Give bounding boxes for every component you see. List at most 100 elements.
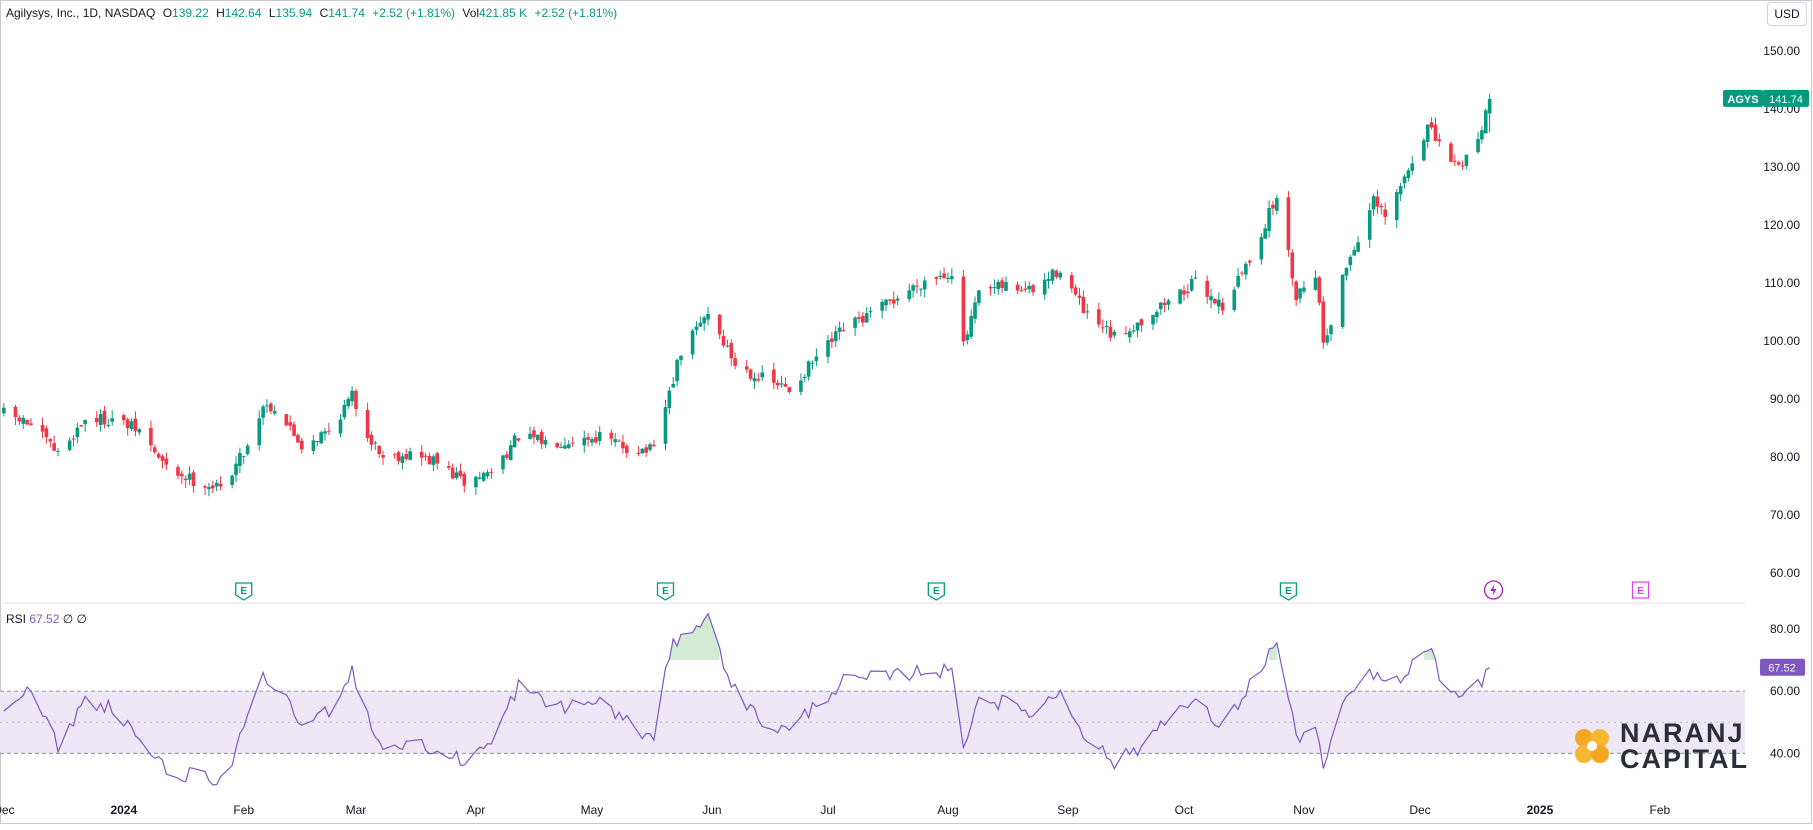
candle-body [946,277,950,279]
candle [180,470,184,485]
candle-body [102,410,107,425]
candle-body [725,345,730,347]
candle [1240,271,1244,277]
candle-body [1015,284,1020,291]
candle-body [536,434,540,441]
candle [1371,194,1376,217]
candle-body [1422,140,1426,161]
candle-body [667,390,672,409]
candle [802,373,807,382]
candle-body [1124,333,1128,335]
rsi-label[interactable]: RSI [6,612,27,626]
candle-body [922,280,927,290]
candle-body [744,366,749,370]
candle-body [1344,268,1349,276]
rsi-line [3,612,1490,786]
candle [257,410,262,451]
candle-body [160,456,165,462]
candle-body [234,463,238,476]
candle-body [245,445,250,455]
candle [1340,274,1345,329]
candle-body [13,406,18,418]
earnings-marker[interactable]: E [235,582,253,601]
candle-body [671,383,676,388]
candle [915,278,919,294]
candle [354,388,358,417]
candle [1131,324,1136,334]
candle [1042,272,1047,300]
candle [1298,287,1302,304]
candle-body [1263,228,1268,239]
candle [512,432,517,448]
candle-body [806,361,811,377]
upcoming-earnings-marker[interactable]: E [1631,581,1650,599]
candle [338,413,343,438]
candle-body [996,281,1001,290]
candle [1031,283,1035,296]
candle-body [969,315,973,337]
candle [238,447,242,474]
candle [346,396,351,410]
candle-body [83,420,87,425]
candle-body [613,439,617,443]
candle-body [29,423,33,426]
candle-body [1027,286,1032,290]
candle-body [152,447,157,453]
candle-body [156,453,161,458]
candle [1317,275,1322,306]
earnings-marker[interactable]: E [927,582,945,601]
candle [1398,182,1403,202]
candle-body [1244,263,1248,275]
candle-body [164,458,169,465]
symbol-name[interactable]: Agilysys, Inc., 1D, NASDAQ [6,6,156,20]
high-value: 142.64 [224,6,262,20]
candle-body [1437,139,1442,142]
candle [94,411,99,428]
candle-body [563,445,567,449]
dividend-marker[interactable] [1483,580,1504,600]
candle-body [1375,196,1380,207]
candle-body [516,438,521,441]
candle [861,312,865,327]
candle-body [311,440,316,451]
candle [891,291,896,309]
candle-body [296,435,300,443]
lightning-bolt [1490,584,1497,596]
earnings-letter: E [1637,586,1644,597]
rsi-tick-label: 60.00 [1770,684,1800,698]
currency-button[interactable]: USD [1767,2,1807,26]
candle-body [40,425,45,432]
candle-body [830,338,834,343]
candle [327,422,331,436]
candle-body [841,330,846,332]
candle [1081,290,1086,314]
candle [373,440,378,450]
candle [756,372,761,383]
earnings-marker[interactable]: E [1279,582,1298,601]
candle-body [594,437,598,443]
candle-body [833,331,838,342]
candle [1015,281,1020,294]
time-tick-label: May [581,803,604,817]
candle-body [319,432,323,444]
candle-body [992,287,997,289]
candle-body [884,299,888,306]
candle-body [950,276,954,280]
candle-body [1031,285,1035,293]
candle-body [261,406,265,418]
candle [75,422,80,444]
earnings-marker[interactable]: E [656,582,675,601]
candle [1406,167,1411,182]
candle [187,466,192,486]
last-price-tag: AGYS 141.74 [1723,89,1809,107]
candle [1085,303,1090,319]
candle-body [489,471,494,473]
price-tick-label: 120.00 [1763,218,1800,232]
candle-body [419,451,424,458]
candle-body [663,407,668,444]
candle-body [481,472,486,481]
candle-body [864,313,869,323]
candle [1004,276,1008,292]
candle-body [1112,331,1117,336]
